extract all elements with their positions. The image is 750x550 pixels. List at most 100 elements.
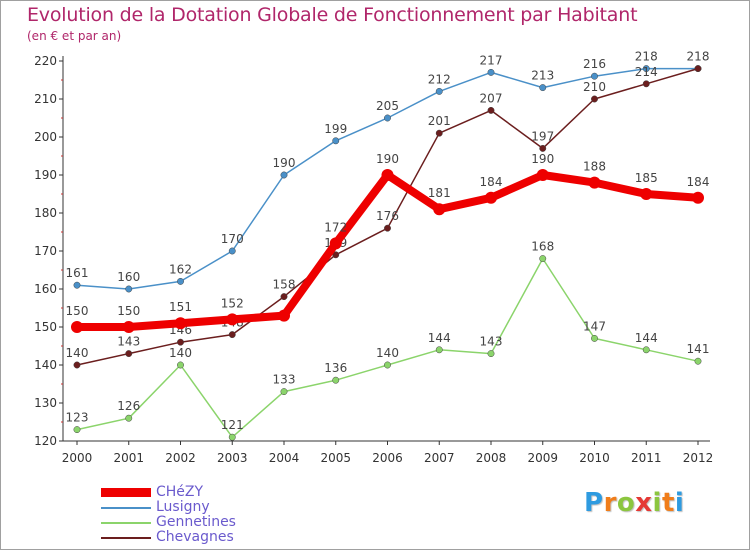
- point-chevagnes: [73, 361, 81, 369]
- data-label-gennetines: 147: [583, 319, 606, 333]
- point-chevagnes: [332, 251, 340, 259]
- point-lusigny: [332, 137, 340, 145]
- logo-letter: t: [661, 488, 675, 518]
- point-gennetines: [539, 255, 547, 263]
- logo-letter: P: [584, 488, 604, 518]
- data-label-lusigny: 212: [428, 72, 451, 86]
- data-label-lusigny: 170: [221, 232, 244, 246]
- point-gennetines: [73, 426, 81, 434]
- data-label-chzy: 151: [169, 300, 192, 314]
- point-chzy: [381, 169, 394, 181]
- point-chevagnes: [228, 331, 236, 339]
- data-label-gennetines: 140: [376, 346, 399, 360]
- x-tick-label: 2002: [165, 451, 196, 465]
- y-tick-label: 130: [34, 396, 57, 410]
- point-chevagnes: [384, 224, 391, 232]
- x-tick-label: 2008: [476, 451, 507, 465]
- data-label-gennetines: 168: [531, 240, 554, 254]
- data-label-gennetines: 144: [428, 331, 451, 345]
- legend-swatch-gennetines: [101, 521, 151, 524]
- legend-label-chezy: CHéZY: [156, 484, 204, 500]
- data-label-chevagnes: 210: [583, 80, 606, 94]
- point-lusigny: [591, 72, 598, 80]
- data-label-chevagnes: 140: [66, 346, 89, 360]
- point-chzy: [329, 237, 342, 250]
- data-label-chevagnes: 201: [428, 114, 451, 128]
- data-label-gennetines: 141: [687, 342, 710, 356]
- legend-item-lusigny: Lusigny: [101, 500, 236, 515]
- data-label-chzy: 172: [324, 220, 347, 234]
- x-tick-label: 2005: [320, 451, 351, 465]
- proxiti-logo: Proxiti: [584, 488, 684, 518]
- point-chevagnes: [125, 350, 133, 358]
- data-label-chevagnes: 207: [480, 91, 503, 105]
- point-lusigny: [487, 68, 495, 76]
- point-gennetines: [177, 361, 184, 369]
- point-chzy: [640, 188, 653, 200]
- point-chevagnes: [591, 95, 598, 103]
- data-label-lusigny: 205: [376, 99, 399, 113]
- chart-subtitle: (en € et par an): [27, 29, 122, 43]
- x-tick-label: 2006: [372, 451, 403, 465]
- data-label-chzy: 150: [66, 304, 89, 318]
- y-tick-label: 210: [34, 92, 57, 106]
- point-lusigny: [280, 171, 288, 179]
- y-tick-label: 180: [34, 206, 57, 220]
- data-label-lusigny: 199: [324, 122, 347, 136]
- legend-swatch-chezy: [101, 488, 151, 497]
- legend-swatch-chevagnes: [101, 536, 151, 539]
- point-chevagnes: [487, 106, 495, 114]
- x-tick-label: 2010: [579, 451, 610, 465]
- data-label-gennetines: 123: [66, 411, 89, 425]
- x-tick-label: 2012: [683, 451, 714, 465]
- data-label-chzy: 184: [687, 175, 710, 189]
- data-label-chzy: 190: [531, 152, 554, 166]
- point-chevagnes: [280, 293, 288, 301]
- point-gennetines: [228, 433, 236, 441]
- data-label-chzy: 188: [583, 160, 606, 174]
- legend-label-lusigny: Lusigny: [156, 499, 210, 515]
- point-lusigny: [73, 281, 81, 289]
- x-tick-label: 2009: [527, 451, 558, 465]
- x-tick-label: 2003: [217, 451, 248, 465]
- data-label-chzy: 181: [428, 186, 451, 200]
- point-chevagnes: [435, 129, 443, 137]
- data-label-lusigny: 160: [117, 270, 140, 284]
- data-label-lusigny: 218: [635, 50, 658, 64]
- point-chzy: [485, 191, 497, 204]
- point-lusigny: [435, 87, 443, 95]
- y-tick-label: 190: [34, 168, 57, 182]
- point-chevagnes: [177, 338, 184, 346]
- y-tick-label: 200: [34, 130, 57, 144]
- point-chzy: [174, 317, 187, 330]
- point-chzy: [122, 321, 135, 333]
- point-chzy: [433, 203, 446, 216]
- data-label-chevagnes: 176: [376, 209, 399, 223]
- x-tick-label: 2001: [113, 451, 144, 465]
- y-tick-label: 220: [34, 54, 57, 68]
- data-label-gennetines: 144: [635, 331, 658, 345]
- point-chevagnes: [539, 144, 547, 152]
- point-gennetines: [384, 361, 391, 369]
- point-chevagnes: [694, 65, 702, 73]
- data-label-chevagnes: 158: [273, 278, 296, 292]
- point-chzy: [71, 321, 83, 333]
- x-tick-label: 2000: [62, 451, 93, 465]
- y-tick-label: 170: [34, 244, 57, 258]
- data-label-chevagnes: 143: [117, 335, 140, 349]
- legend-label-gennetines: Gennetines: [156, 514, 236, 530]
- y-tick-label: 160: [34, 282, 57, 296]
- legend-item-gennetines: Gennetines: [101, 515, 236, 530]
- x-tick-label: 2011: [631, 451, 662, 465]
- data-label-lusigny: 217: [480, 53, 503, 67]
- point-gennetines: [435, 346, 443, 354]
- point-gennetines: [125, 414, 133, 422]
- point-chzy: [692, 191, 704, 204]
- point-lusigny: [384, 114, 391, 122]
- point-gennetines: [694, 357, 702, 365]
- logo-letter: i: [674, 488, 685, 518]
- x-tick-label: 2007: [424, 451, 455, 465]
- data-label-chevagnes: 214: [635, 65, 658, 79]
